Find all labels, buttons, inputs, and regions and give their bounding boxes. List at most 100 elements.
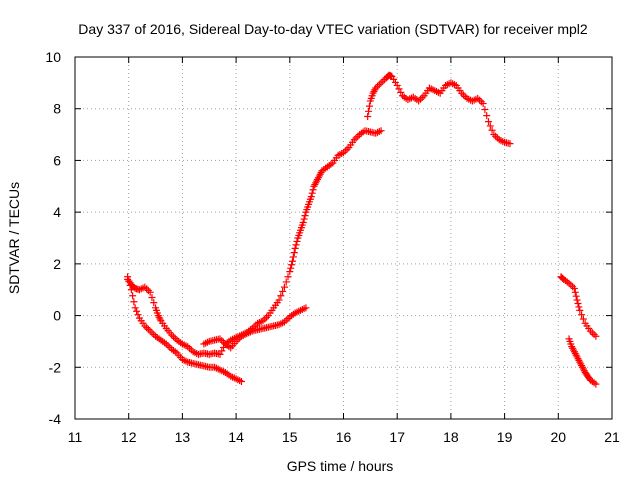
data-point <box>277 292 285 300</box>
data-point <box>488 126 496 134</box>
data-point <box>288 261 296 269</box>
data-point <box>134 311 142 319</box>
series-arc-4 <box>364 71 514 148</box>
data-point <box>570 284 578 292</box>
data-point <box>397 88 405 96</box>
data-point <box>499 137 507 145</box>
data-point <box>483 112 491 120</box>
data-point <box>301 212 309 220</box>
data-point <box>377 79 385 87</box>
data-point <box>288 257 296 265</box>
data-point <box>286 268 294 276</box>
data-point <box>146 288 154 296</box>
data-point <box>492 132 500 140</box>
data-point <box>125 277 133 285</box>
data-point <box>592 332 600 340</box>
x-tick-label: 14 <box>228 429 244 445</box>
data-point <box>216 335 224 343</box>
data-point <box>307 193 315 201</box>
series-arc-3 <box>200 304 310 352</box>
x-tick-label: 13 <box>175 429 191 445</box>
data-point <box>182 357 190 365</box>
data-point <box>302 304 310 312</box>
data-point <box>481 106 489 114</box>
y-tick-label: -2 <box>49 359 62 375</box>
data-point <box>506 140 514 148</box>
data-point <box>575 303 583 311</box>
x-tick-label: 20 <box>551 429 567 445</box>
data-point <box>449 80 457 88</box>
y-tick-label: -4 <box>49 411 62 427</box>
x-tick-label: 18 <box>443 429 459 445</box>
data-point <box>284 273 292 281</box>
x-tick-labels: 11 12 13 14 15 16 17 18 19 20 21 <box>68 429 620 445</box>
data-point <box>374 128 382 136</box>
x-tick-label: 15 <box>282 429 298 445</box>
series-arc-6 <box>565 335 600 388</box>
data-point <box>129 292 137 300</box>
x-axis-label: GPS time / hours <box>287 458 394 474</box>
data-point <box>144 325 152 333</box>
data-point <box>364 112 372 120</box>
data-point <box>343 145 351 153</box>
data-markers <box>124 71 600 388</box>
data-point <box>150 299 158 307</box>
x-tick-label: 12 <box>121 429 137 445</box>
data-point <box>375 128 383 136</box>
data-point <box>365 107 373 115</box>
y-tick-label: 6 <box>53 152 61 168</box>
data-point <box>484 118 492 126</box>
data-point <box>377 127 385 135</box>
data-point <box>148 293 156 301</box>
data-point <box>216 350 224 358</box>
data-point <box>571 288 579 296</box>
data-point <box>443 81 451 89</box>
data-point <box>237 378 245 386</box>
data-point <box>124 273 132 281</box>
data-point <box>293 237 301 245</box>
data-point <box>395 85 403 93</box>
data-point <box>486 122 494 130</box>
data-point <box>576 306 584 314</box>
data-point <box>291 244 299 252</box>
data-point <box>148 329 156 337</box>
data-point <box>289 253 297 261</box>
data-point <box>476 96 484 104</box>
data-point <box>578 311 586 319</box>
x-tick-label: 11 <box>68 429 83 445</box>
x-tick-label: 16 <box>336 429 352 445</box>
data-point <box>416 95 424 103</box>
x-tick-label: 19 <box>497 429 513 445</box>
data-point <box>573 296 581 304</box>
data-point <box>156 315 164 323</box>
data-point <box>300 215 308 223</box>
y-tick-label: 8 <box>53 101 61 117</box>
data-point <box>450 81 458 89</box>
data-point <box>336 150 344 158</box>
data-point <box>155 313 163 321</box>
data-point <box>287 264 295 272</box>
y-tick-label: 0 <box>53 308 61 324</box>
data-point <box>203 338 211 346</box>
data-point <box>588 329 596 337</box>
data-point <box>309 186 317 194</box>
data-point <box>127 286 135 294</box>
data-point <box>126 281 134 289</box>
chart-title: Day 337 of 2016, Sidereal Day-to-day VTE… <box>78 21 588 37</box>
data-point <box>590 331 598 339</box>
y-tick-labels: -4 -2 0 2 4 6 8 10 <box>45 49 61 427</box>
axis-ticks <box>74 56 613 420</box>
series-arc-2 <box>124 273 245 386</box>
data-point <box>169 333 177 341</box>
series-arc-5 <box>557 273 600 340</box>
data-point <box>130 298 138 306</box>
data-point <box>146 327 154 335</box>
data-point <box>579 315 587 323</box>
y-tick-label: 10 <box>45 49 61 65</box>
grid-lines <box>75 57 612 419</box>
x-tick-label: 21 <box>604 429 620 445</box>
x-tick-label: 17 <box>389 429 405 445</box>
series-arc-1 <box>124 127 385 358</box>
data-point <box>280 283 288 291</box>
